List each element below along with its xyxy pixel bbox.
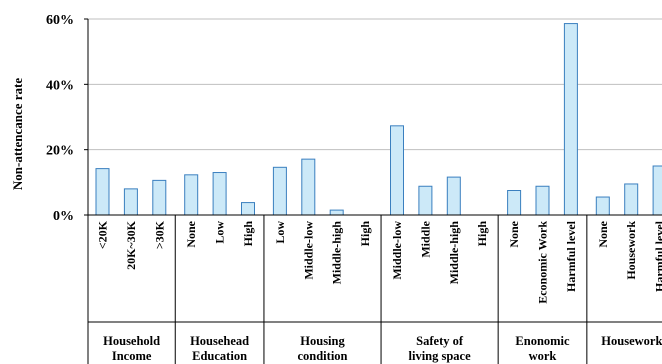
bar [242, 203, 255, 215]
group-label: Safety of [416, 334, 464, 348]
category-label: None [596, 220, 610, 247]
bar [419, 186, 432, 215]
group-label: Housework [601, 334, 662, 348]
category-label: Middle-low [390, 221, 404, 280]
bar [213, 173, 226, 215]
category-label: Economic Work [536, 221, 550, 304]
bar [653, 166, 662, 215]
group-label: Household [103, 334, 160, 348]
bar [302, 159, 315, 215]
y-tick-label: 0% [53, 209, 74, 224]
bar [273, 167, 286, 215]
y-tick-labels: 0% 20% 40% 60% [46, 13, 74, 224]
category-label: Harmful level [653, 220, 662, 292]
category-label: Middle-high [330, 221, 344, 285]
bar [536, 186, 549, 215]
category-label: High [241, 221, 255, 247]
y-tick-label: 40% [46, 78, 74, 93]
category-label: Harmful level [564, 220, 578, 292]
y-tick-label: 60% [46, 13, 74, 28]
group-label: living space [409, 349, 472, 363]
category-label: High [358, 221, 372, 247]
group-label: condition [297, 349, 347, 363]
category-label: None [507, 220, 521, 247]
category-label: Middle [418, 220, 432, 257]
y-axis-title: Non-attencance rate [10, 78, 25, 190]
category-label: High [475, 221, 489, 247]
group-label: Enonomic [515, 334, 570, 348]
bar [96, 169, 109, 215]
category-label: Middle-high [447, 221, 461, 285]
bar [564, 24, 577, 215]
group-label: Housing [300, 334, 345, 348]
category-label: Low [213, 221, 227, 244]
bar-series [96, 24, 662, 215]
bar [185, 175, 198, 215]
bar [447, 177, 460, 215]
y-tick-label: 20% [46, 144, 74, 159]
category-labels: <20K 20K~30K >30K None Low High Low Middle-low M… [96, 220, 662, 303]
bar [330, 210, 343, 215]
group-label: work [529, 349, 557, 363]
bar [153, 180, 166, 215]
category-label: Housework [624, 221, 638, 280]
category-label: None [184, 220, 198, 247]
bar [124, 189, 137, 215]
category-label: Low [273, 221, 287, 244]
group-label: Income [112, 349, 152, 363]
category-label: 20K~30K [124, 220, 138, 270]
group-label: Househead [190, 334, 249, 348]
category-label: >30K [152, 220, 166, 249]
category-label: Middle-low [301, 221, 315, 280]
bar [596, 197, 609, 215]
bar [625, 184, 638, 215]
bar [508, 191, 521, 216]
category-label: <20K [96, 220, 110, 249]
group-label: Education [192, 349, 247, 363]
bar [391, 126, 404, 215]
